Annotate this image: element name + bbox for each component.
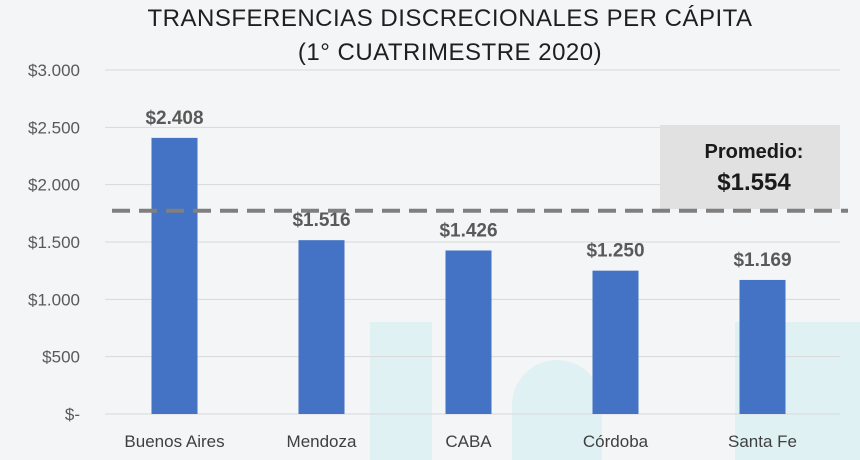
bar-value-label: $1.169 — [733, 250, 791, 271]
x-tick-label: Mendoza — [287, 432, 357, 451]
chart-title-line-2: (1° CUATRIMESTRE 2020) — [297, 39, 603, 66]
y-tick-label: $3.000 — [28, 61, 80, 80]
average-label: Promedio: — [705, 141, 804, 163]
x-tick-label: Córdoba — [583, 432, 649, 451]
bar — [298, 240, 345, 414]
watermark-shape-2 — [512, 360, 602, 460]
y-axis-tick-labels: $- $500 $1.000 $1.500 $2.000 $2.500 $3.000 — [28, 61, 80, 424]
y-tick-label: $2.500 — [28, 118, 80, 137]
x-tick-label: Santa Fe — [728, 432, 797, 451]
bar — [739, 279, 786, 414]
x-tick-label: CABA — [445, 432, 492, 451]
y-tick-label: $1.000 — [28, 290, 80, 309]
average-value-label: $1.554 — [717, 169, 791, 196]
y-tick-label: $500 — [42, 348, 80, 367]
bar-value-label: $1.250 — [586, 241, 644, 262]
bars: $2.408 $1.516 $1.426 $1.250 $1.169 — [145, 108, 792, 414]
x-axis-tick-labels: Buenos Aires Mendoza CABA Córdoba Santa Fe — [124, 432, 797, 451]
bar — [151, 137, 198, 414]
average-box: Promedio: $1.554 — [660, 125, 840, 209]
bar-value-label: $2.408 — [145, 108, 203, 129]
chart-title-line-1: TRANSFERENCIAS DISCRECIONALES PER CÁPITA — [147, 5, 753, 32]
bar — [445, 250, 492, 414]
bar — [592, 270, 639, 414]
bar-value-label: $1.426 — [439, 220, 497, 241]
bar-value-label: $1.516 — [292, 210, 350, 231]
x-tick-label: Buenos Aires — [124, 432, 224, 451]
average-box-background — [660, 125, 840, 209]
y-tick-label: $2.000 — [28, 176, 80, 195]
y-tick-label: $1.500 — [28, 233, 80, 252]
y-tick-label: $- — [65, 405, 80, 424]
watermark-shape-1 — [370, 322, 432, 460]
